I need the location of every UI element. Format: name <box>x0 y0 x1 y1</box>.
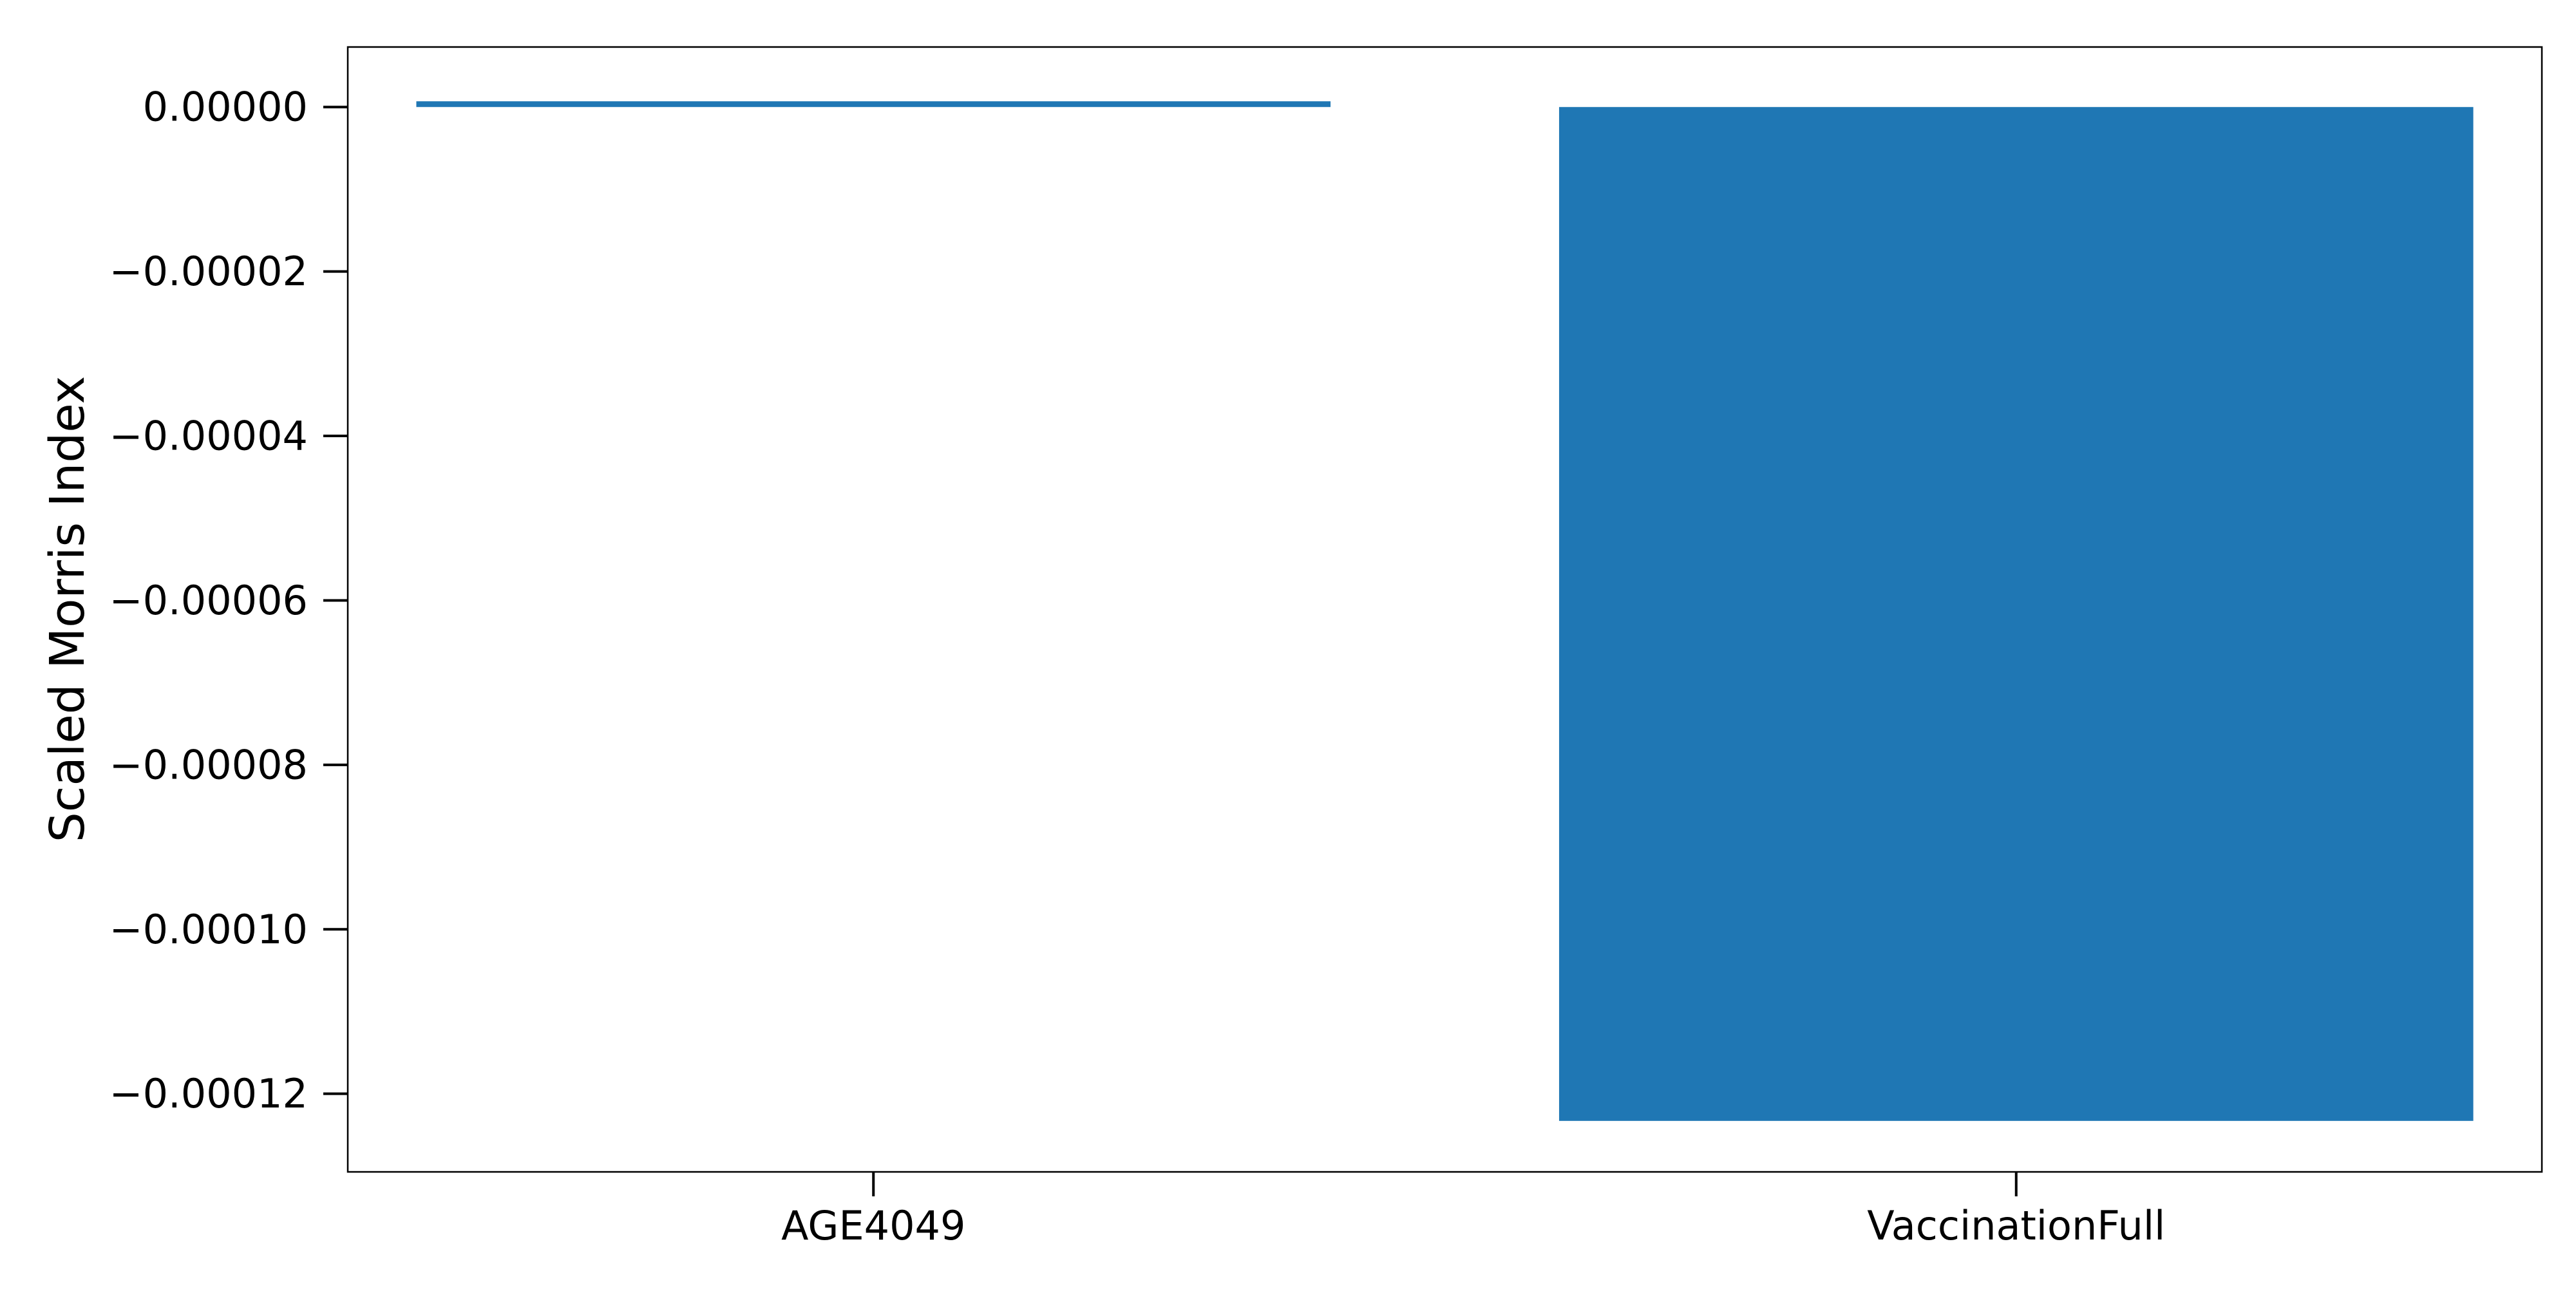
y-tick-label: −0.00010 <box>109 906 308 953</box>
y-tick-label: −0.00012 <box>109 1070 308 1117</box>
y-axis: 0.00000 −0.00002 −0.00004 −0.00006 −0.00008 −… <box>109 84 348 1117</box>
x-tick-label: AGE4049 <box>781 1202 965 1249</box>
y-tick-label: −0.00008 <box>109 741 308 788</box>
x-axis: AGE4049 VaccinationFull <box>781 1172 2165 1249</box>
plot-frame <box>346 46 2543 1173</box>
bar-vaccinationfull <box>1558 107 2474 1121</box>
bars-layer <box>416 101 2474 1121</box>
y-axis-label: Scaled Morris Index <box>40 376 95 843</box>
y-tick-label: −0.00002 <box>109 248 308 295</box>
bar-age4049 <box>416 101 1331 108</box>
y-tick-label: −0.00004 <box>109 413 308 460</box>
y-tick-label: 0.00000 <box>143 84 308 131</box>
x-tick-label: VaccinationFull <box>1867 1202 2165 1249</box>
y-tick-label: −0.00006 <box>109 577 308 624</box>
